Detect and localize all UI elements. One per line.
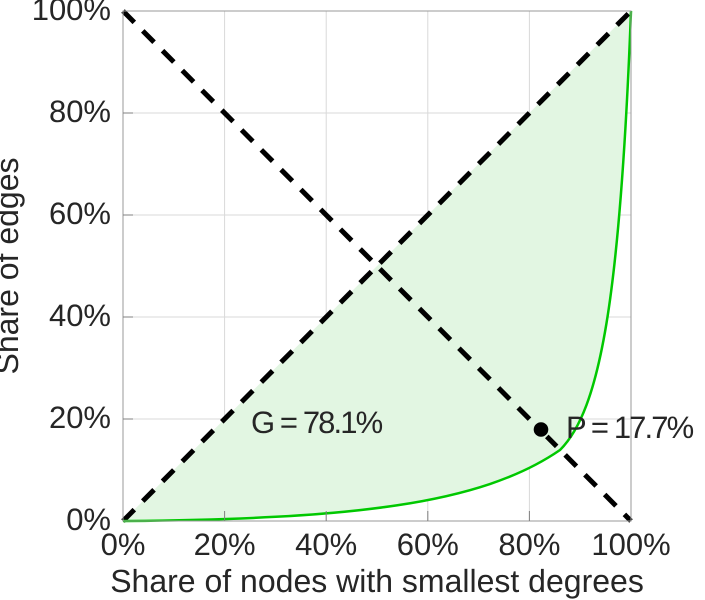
svg-text:Share of nodes with smallest d: Share of nodes with smallest degrees — [110, 563, 644, 599]
svg-text:20%: 20% — [49, 400, 111, 435]
svg-text:40%: 40% — [295, 527, 357, 562]
svg-text:60%: 60% — [397, 527, 459, 562]
svg-text:G = 78.1%: G = 78.1% — [251, 405, 383, 440]
svg-text:40%: 40% — [49, 298, 111, 333]
svg-text:0%: 0% — [101, 527, 146, 562]
svg-text:60%: 60% — [49, 196, 111, 231]
svg-text:100%: 100% — [591, 527, 670, 562]
svg-text:Share of edges: Share of edges — [0, 157, 25, 374]
svg-text:80%: 80% — [498, 527, 560, 562]
svg-text:100%: 100% — [32, 0, 111, 27]
svg-text:80%: 80% — [49, 94, 111, 129]
svg-text:20%: 20% — [194, 527, 256, 562]
svg-text:P = 17.7%: P = 17.7% — [566, 410, 694, 445]
